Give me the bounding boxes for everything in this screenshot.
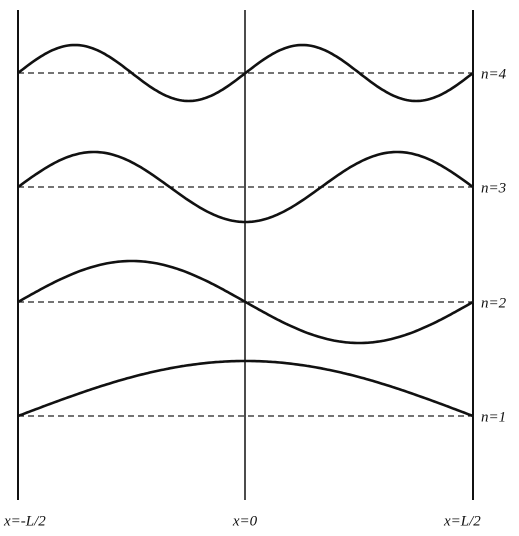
wavefunction	[17, 259, 474, 345]
wavefunction	[17, 43, 474, 103]
wavefunction	[17, 359, 474, 418]
position-label: x=-L/2	[3, 513, 46, 529]
level-label: n=1	[481, 409, 506, 425]
level-label: n=2	[481, 295, 507, 311]
position-label: x=L/2	[443, 513, 481, 529]
level-label: n=4	[481, 66, 507, 82]
position-label: x=0	[232, 513, 258, 529]
wavefunction	[17, 150, 474, 224]
level-label: n=3	[481, 180, 506, 196]
